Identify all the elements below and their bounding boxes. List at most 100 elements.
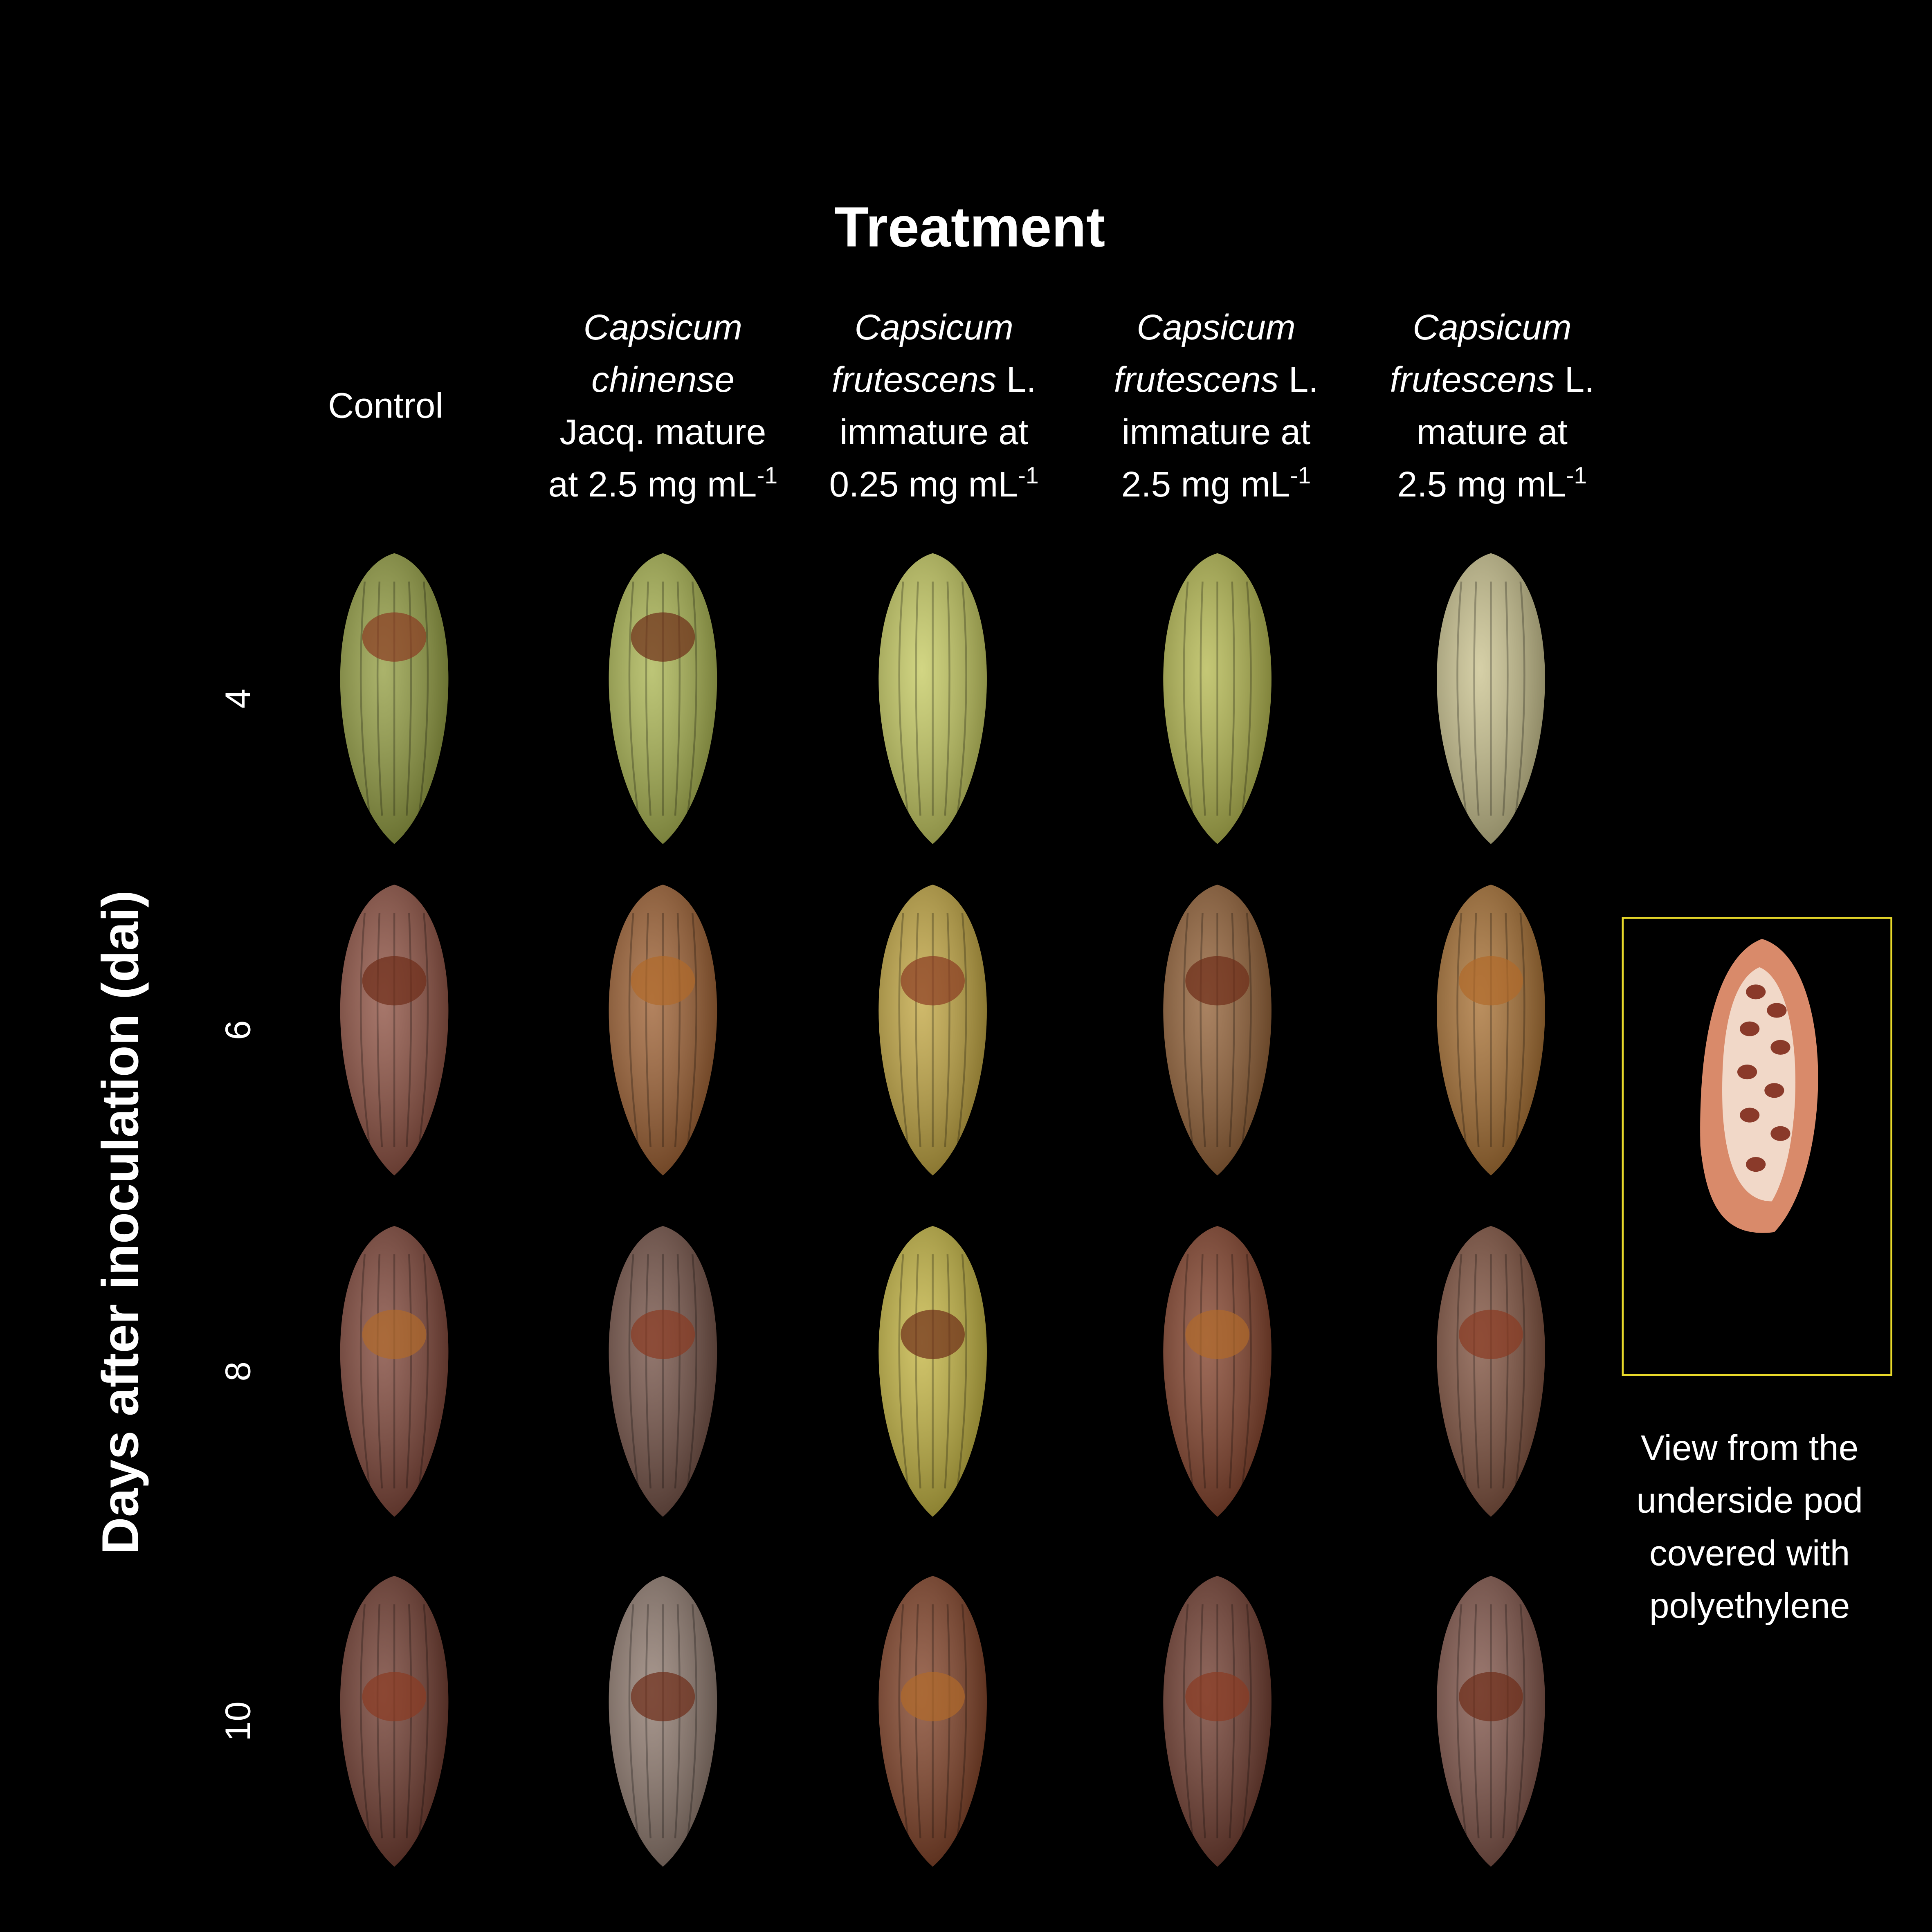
pod (1437, 1576, 1545, 1867)
column-header: at 2.5 mg mL-1 (548, 463, 778, 504)
column-header: Capsicum (1413, 307, 1571, 347)
pod (1163, 1576, 1272, 1867)
row-label: 6 (218, 1020, 258, 1040)
pod (340, 885, 449, 1176)
pod-shade (1437, 885, 1545, 1176)
pod-ridge (898, 581, 909, 816)
pod-ridge (645, 1254, 651, 1489)
pod (340, 1576, 449, 1867)
pod-ridge (686, 913, 698, 1148)
pod-ridge (1514, 1254, 1525, 1489)
header-text: immature at (840, 412, 1028, 452)
pod (340, 553, 449, 844)
lesion (901, 1672, 965, 1721)
pod-ridge (944, 1604, 950, 1839)
pod (878, 1226, 987, 1517)
lesion (1459, 956, 1523, 1006)
lesion (631, 1672, 695, 1721)
column-header: Control (328, 385, 443, 425)
title: Treatment (834, 196, 1105, 259)
pod-ridge (898, 913, 909, 1148)
pod-ridge (915, 581, 921, 816)
bean (1737, 1065, 1757, 1080)
column-header: mature at (1417, 412, 1568, 452)
header-text: frutescens (1114, 359, 1279, 400)
pod-shade (1437, 553, 1545, 844)
pod (340, 1226, 449, 1517)
pod-shade (878, 1226, 987, 1517)
pod-ridge (1456, 581, 1467, 816)
lesion (1185, 1672, 1249, 1721)
lesion (362, 612, 427, 662)
pod-ridge (1183, 913, 1194, 1148)
header-text: Capsicum (1137, 307, 1295, 347)
pod-ridge (1514, 581, 1525, 816)
pod-ridge (1456, 913, 1467, 1148)
pod-ridge (1241, 1254, 1252, 1489)
column-header: chinense (591, 359, 735, 400)
pod-ridge (1473, 1254, 1480, 1489)
bean (1746, 1157, 1766, 1172)
pod (1163, 553, 1272, 844)
inset-frame (1622, 917, 1892, 1376)
pod-ridge (944, 913, 950, 1148)
pod-ridge (674, 1254, 681, 1489)
pod-ridge (405, 913, 412, 1148)
pod-ridge (1183, 1254, 1194, 1489)
pod-ridge (628, 581, 639, 816)
pod-ridge (686, 581, 698, 816)
pod-ridge (628, 913, 639, 1148)
header-text: chinense (591, 359, 735, 400)
bean (1740, 1021, 1760, 1036)
row-label: 10 (218, 1701, 258, 1741)
pod-ridge (645, 581, 651, 816)
lesion (1185, 956, 1249, 1006)
pod-ridge (418, 581, 429, 816)
lesion (362, 1672, 427, 1721)
column-header: Capsicum (854, 307, 1013, 347)
pod-ridge (1229, 1604, 1235, 1839)
pod-ridge (418, 1254, 429, 1489)
pod-ridge (376, 1254, 383, 1489)
pod-ridge (1183, 581, 1194, 816)
pod-ridge (1200, 1254, 1206, 1489)
inset-caption: View from the (1641, 1428, 1858, 1468)
lesion (362, 956, 427, 1006)
column-header: immature at (1122, 412, 1310, 452)
pod (1437, 885, 1545, 1176)
bean (1740, 1108, 1760, 1123)
superscript: -1 (1566, 463, 1587, 489)
pod (609, 885, 717, 1176)
row-label: 8 (218, 1361, 258, 1382)
pod-ridge (1473, 581, 1480, 816)
pod-ridge (628, 1604, 639, 1839)
pod-ridge (674, 1604, 681, 1839)
pod-ridge (1241, 1604, 1252, 1839)
pod-ridge (418, 1604, 429, 1839)
header-text: Capsicum (584, 307, 742, 347)
pod-ridge (956, 1254, 967, 1489)
pod-ridge (1473, 913, 1480, 1148)
pod-ridge (359, 1604, 371, 1839)
pod (1437, 1226, 1545, 1517)
pod-ridge (686, 1254, 698, 1489)
pod-ridge (1229, 581, 1235, 816)
pod-ridge (1502, 913, 1509, 1148)
pod-ridge (1456, 1254, 1467, 1489)
column-header: immature at (840, 412, 1028, 452)
pod-ridge (674, 581, 681, 816)
lesion (901, 956, 965, 1006)
header-text: 2.5 mg mL (1121, 464, 1290, 504)
pod (609, 1576, 717, 1867)
header-text: L. (1555, 359, 1594, 400)
pod-shade (609, 1226, 717, 1517)
header-text: at 2.5 mg mL (548, 464, 757, 504)
bean (1770, 1126, 1790, 1141)
header-text: immature at (1122, 412, 1310, 452)
bean (1770, 1040, 1790, 1055)
pod-shade (1163, 553, 1272, 844)
pod-ridge (405, 1604, 412, 1839)
bean (1767, 1003, 1787, 1018)
pod-ridge (1241, 581, 1252, 816)
lesion (631, 612, 695, 662)
